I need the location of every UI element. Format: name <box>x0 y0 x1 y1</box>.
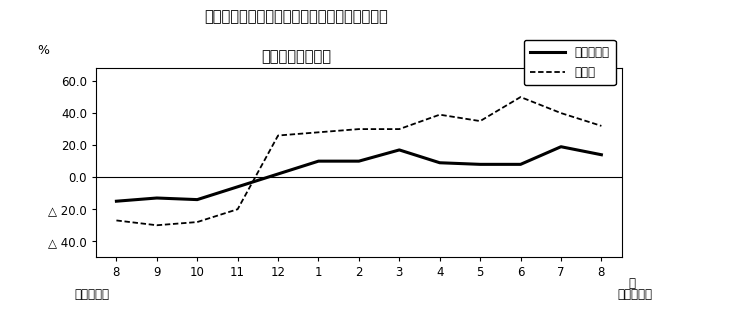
Text: 月: 月 <box>628 277 636 290</box>
Text: %: % <box>38 44 50 57</box>
Legend: 調査産業計, 製造業: 調査産業計, 製造業 <box>524 40 616 85</box>
Text: 第２図　所定外労働時間　対前年同月比の推移: 第２図 所定外労働時間 対前年同月比の推移 <box>204 9 388 24</box>
Text: 平成２１年: 平成２１年 <box>74 288 109 301</box>
Text: （規模５人以上）: （規模５人以上） <box>261 50 331 64</box>
Text: 平成２２年: 平成２２年 <box>618 288 653 301</box>
